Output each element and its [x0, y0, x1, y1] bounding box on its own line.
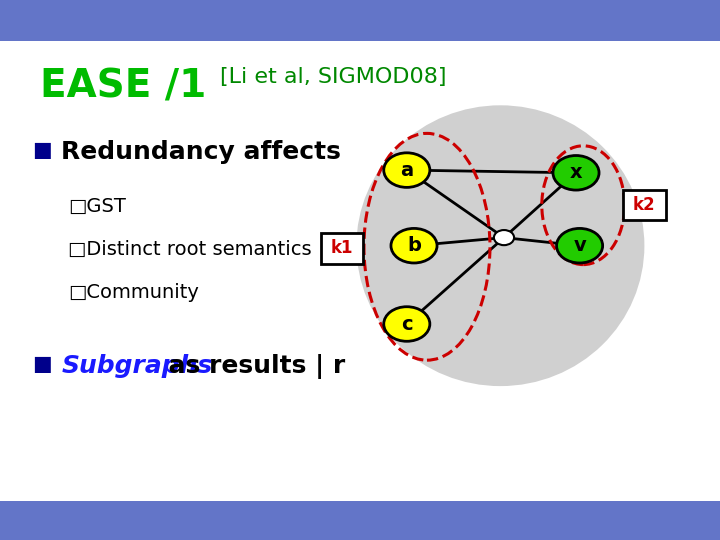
Text: 64: 64 — [688, 514, 707, 528]
Circle shape — [494, 230, 514, 245]
Text: ■: ■ — [32, 140, 52, 160]
Text: [Li et al, SIGMOD08]: [Li et al, SIGMOD08] — [220, 68, 446, 87]
Text: ■: ■ — [32, 354, 52, 374]
Text: Redundancy affects: Redundancy affects — [61, 140, 341, 164]
Text: x: x — [570, 163, 582, 183]
Text: k1: k1 — [330, 239, 354, 258]
Text: □Community: □Community — [68, 284, 199, 302]
Text: □Distinct root semantics: □Distinct root semantics — [68, 240, 312, 259]
Circle shape — [391, 228, 437, 263]
FancyBboxPatch shape — [624, 190, 666, 220]
Circle shape — [557, 228, 603, 263]
Text: v: v — [573, 236, 586, 255]
FancyBboxPatch shape — [321, 233, 363, 264]
Circle shape — [384, 153, 430, 187]
Text: b: b — [407, 236, 421, 255]
Circle shape — [553, 156, 599, 190]
Text: a: a — [400, 160, 413, 180]
Bar — [0, 501, 720, 540]
Bar — [0, 0, 720, 40]
Text: Subgraphs: Subgraphs — [61, 354, 212, 377]
Circle shape — [384, 307, 430, 341]
Text: EASE /1: EASE /1 — [40, 68, 206, 105]
Text: 2021/6/4: 2021/6/4 — [13, 514, 81, 528]
Text: k2: k2 — [633, 196, 656, 214]
Text: c: c — [401, 314, 413, 334]
Text: □GST: □GST — [68, 197, 126, 216]
Text: SIGMOD09 Tutorial: SIGMOD09 Tutorial — [286, 514, 434, 528]
Ellipse shape — [356, 105, 644, 386]
Text: as results | r: as results | r — [151, 354, 346, 379]
